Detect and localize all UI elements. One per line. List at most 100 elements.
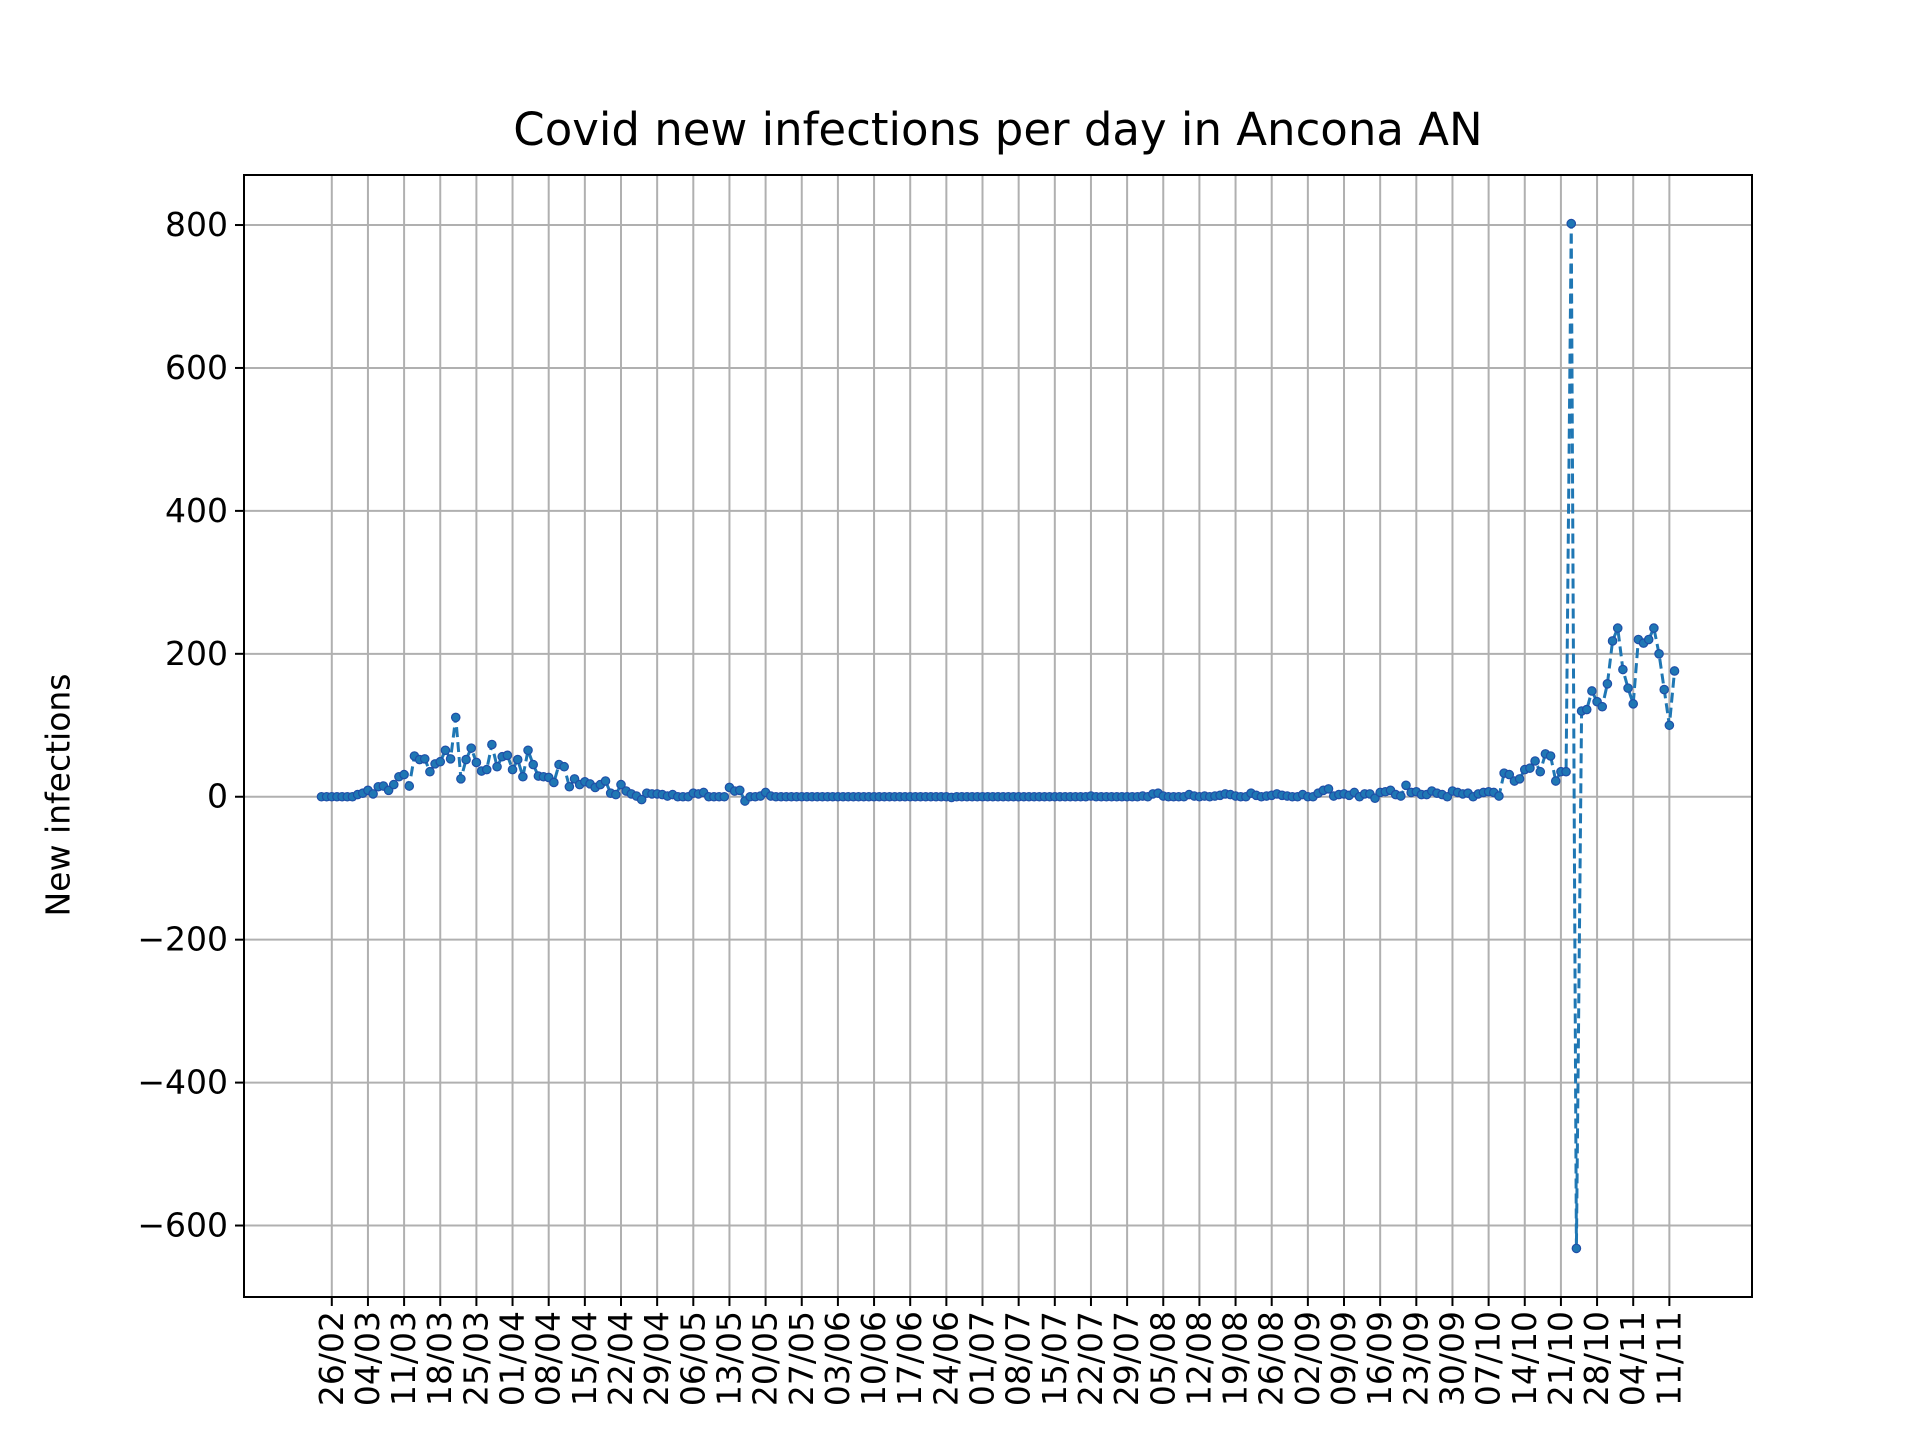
x-tick-label: 08/04 [529, 1311, 568, 1406]
x-tick-label: 07/10 [1469, 1311, 1508, 1406]
data-point [528, 759, 539, 770]
x-tick-label: 08/07 [999, 1311, 1038, 1406]
data-point [1587, 686, 1597, 696]
data-point [518, 771, 528, 782]
data-point [523, 745, 533, 756]
data-point [487, 739, 497, 750]
data-point [471, 757, 482, 768]
data-point [559, 761, 569, 772]
x-tick-label: 04/11 [1613, 1311, 1652, 1406]
data-point [1623, 683, 1633, 693]
data-point [564, 781, 575, 792]
x-tick-label: 26/08 [1252, 1311, 1291, 1406]
data-point [425, 766, 435, 777]
x-tick-label: 18/03 [420, 1311, 459, 1406]
data-point [1550, 776, 1561, 786]
data-point [507, 764, 518, 775]
data-point [1571, 1243, 1582, 1254]
data-point [1643, 634, 1654, 645]
data-point [1535, 766, 1546, 777]
y-tick-label: 0 [207, 777, 228, 816]
x-tick-label: 22/04 [601, 1311, 640, 1406]
x-tick-label: 09/09 [1324, 1311, 1363, 1406]
data-point [492, 761, 502, 772]
x-tick-label: 01/07 [963, 1311, 1002, 1406]
y-tick-label: −200 [137, 920, 228, 959]
data-point [1396, 791, 1406, 801]
x-tick-label: 10/06 [854, 1311, 893, 1406]
series-line [321, 223, 1677, 1249]
y-tick-label: 800 [165, 205, 228, 244]
data-point [1545, 751, 1556, 761]
grid-lines [244, 175, 1752, 1297]
data-point [600, 776, 611, 786]
x-tick-label: 17/06 [890, 1311, 929, 1406]
y-tick-label: −400 [137, 1063, 228, 1102]
x-tick-label: 16/09 [1360, 1311, 1399, 1406]
data-point [419, 754, 430, 764]
data-point [481, 764, 492, 775]
x-tick-label: 21/10 [1541, 1311, 1580, 1406]
data-point [1561, 766, 1571, 777]
data-point [1602, 679, 1613, 689]
x-tick-label: 12/08 [1179, 1311, 1218, 1406]
data-point [456, 774, 466, 784]
x-tick-label: 22/07 [1071, 1311, 1110, 1406]
data-point [549, 777, 559, 788]
x-tick-label: 28/10 [1577, 1311, 1616, 1406]
x-tick-label: 29/04 [637, 1311, 676, 1406]
y-tick-label: −600 [137, 1206, 228, 1245]
x-tick-label: 25/03 [456, 1311, 495, 1406]
data-point [636, 794, 647, 805]
x-tick-label: 11/11 [1649, 1311, 1688, 1406]
data-point [388, 779, 399, 790]
x-tick-label: 23/09 [1396, 1311, 1435, 1406]
data-point [734, 785, 745, 796]
data-point [1597, 701, 1608, 712]
x-tick-label: 05/08 [1143, 1311, 1182, 1406]
x-tick-label: 02/09 [1288, 1311, 1327, 1406]
data-point [466, 743, 477, 753]
x-tick-label: 03/06 [818, 1311, 857, 1406]
data-point [502, 750, 513, 761]
data-point [1607, 636, 1618, 646]
data-point [1494, 791, 1504, 801]
y-tick-label: 400 [165, 491, 228, 530]
data-point [1618, 664, 1628, 675]
y-axis: −600 −400 −200 0 200 400 600 800 [137, 205, 244, 1245]
data-point [1323, 784, 1334, 794]
data-point [1566, 218, 1577, 229]
x-tick-label: 15/04 [565, 1311, 604, 1406]
x-tick-label: 27/05 [782, 1311, 821, 1406]
data-point [445, 754, 456, 764]
data-point [1664, 720, 1675, 731]
data-point [1401, 780, 1411, 791]
data-point [368, 789, 378, 799]
data-point [611, 789, 621, 800]
x-tick-label: 06/05 [673, 1311, 712, 1406]
data-point [399, 769, 409, 780]
plot-area [243, 174, 1753, 1298]
data-point [1514, 774, 1525, 784]
data-point [1525, 763, 1535, 773]
x-axis: 26/0204/0311/0318/0325/0301/0408/0415/04… [312, 1297, 1688, 1406]
data-point [1504, 769, 1515, 780]
x-tick-label: 15/07 [1035, 1311, 1074, 1406]
x-tick-label: 29/07 [1107, 1311, 1146, 1406]
x-tick-label: 04/03 [348, 1311, 387, 1406]
data-point [450, 712, 461, 723]
data-point [1530, 756, 1540, 766]
x-tick-label: 26/02 [312, 1311, 351, 1406]
x-tick-label: 20/05 [746, 1311, 785, 1406]
data-point [1669, 666, 1680, 676]
data-point [404, 781, 415, 791]
data-point [512, 754, 523, 765]
x-tick-label: 19/08 [1216, 1311, 1255, 1406]
data-point [461, 754, 471, 765]
x-tick-label: 24/06 [926, 1311, 965, 1406]
x-tick-label: 30/09 [1432, 1311, 1471, 1406]
y-axis-label: New infections [38, 673, 78, 917]
data-point [1654, 649, 1664, 659]
x-tick-label: 01/04 [493, 1311, 532, 1406]
